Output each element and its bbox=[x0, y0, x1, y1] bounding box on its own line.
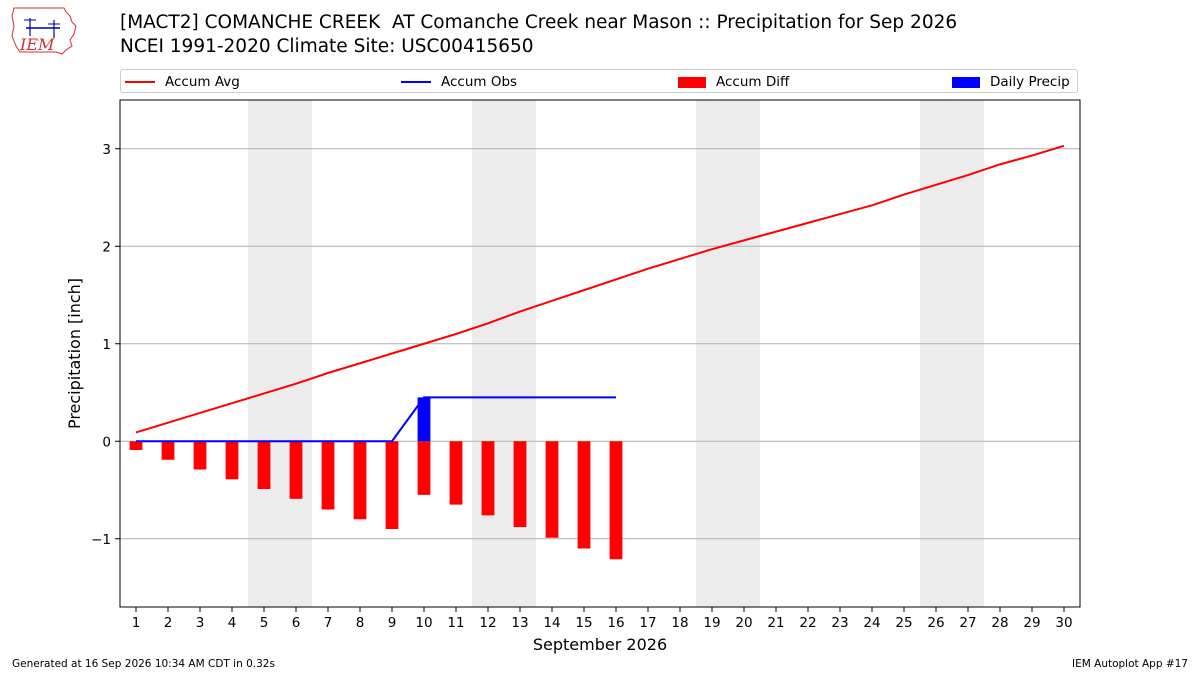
generated-timestamp: Generated at 16 Sep 2026 10:34 AM CDT in… bbox=[12, 658, 275, 670]
legend-label-accum-diff: Accum Diff bbox=[716, 74, 790, 90]
accum-diff-bar bbox=[385, 441, 399, 529]
x-tick-label: 17 bbox=[639, 615, 656, 631]
legend-label-daily-precip: Daily Precip bbox=[990, 74, 1070, 90]
x-tick-label: 13 bbox=[511, 615, 528, 631]
weekend-shade-2 bbox=[472, 100, 536, 607]
weekend-shade-3 bbox=[696, 100, 760, 607]
x-tick-label: 4 bbox=[228, 615, 237, 631]
x-tick-label: 5 bbox=[260, 615, 269, 631]
accum-diff-bar bbox=[193, 441, 207, 470]
x-tick-label: 30 bbox=[1055, 615, 1072, 631]
accum-diff-bar bbox=[161, 441, 175, 460]
x-tick-label: 20 bbox=[735, 615, 752, 631]
x-tick-label: 11 bbox=[447, 615, 464, 631]
legend-swatch-accum-diff bbox=[678, 76, 706, 88]
accum-avg-line bbox=[135, 144, 1065, 434]
x-tick-label: 2 bbox=[164, 615, 173, 631]
x-tick-label: 24 bbox=[863, 615, 880, 631]
x-tick-label: 3 bbox=[196, 615, 205, 631]
x-tick-label: 8 bbox=[356, 615, 365, 631]
legend-swatch-accum-obs bbox=[401, 81, 431, 83]
x-tick-label: 15 bbox=[575, 615, 592, 631]
x-tick-label: 19 bbox=[703, 615, 720, 631]
x-axis-label: September 2026 bbox=[533, 635, 667, 654]
x-tick-label: 1 bbox=[132, 615, 141, 631]
x-tick-label: 22 bbox=[799, 615, 816, 631]
accum-diff-bar bbox=[353, 441, 367, 520]
x-tick-label: 7 bbox=[324, 615, 333, 631]
legend-item-accum-obs: Accum Obs bbox=[401, 73, 517, 91]
x-tick-label: 29 bbox=[1023, 615, 1040, 631]
accum-diff-bar bbox=[289, 441, 303, 499]
accum-diff-bar bbox=[321, 441, 335, 510]
autoplot-app-label: IEM Autoplot App #17 bbox=[1072, 658, 1188, 670]
weekend-shade-1 bbox=[248, 100, 312, 607]
legend-swatch-daily-precip bbox=[952, 76, 980, 88]
accum-diff-bar bbox=[513, 441, 527, 528]
plot-frame bbox=[119, 99, 1081, 608]
accum-diff-bar bbox=[481, 441, 495, 516]
x-tick-label: 27 bbox=[959, 615, 976, 631]
x-tick-label: 16 bbox=[607, 615, 624, 631]
x-tick-label: 12 bbox=[479, 615, 496, 631]
x-tick-label: 14 bbox=[543, 615, 560, 631]
daily-precip-bar bbox=[417, 397, 431, 442]
accum-diff-bar bbox=[609, 441, 623, 560]
y-tick-label: −1 bbox=[91, 532, 111, 548]
legend-label-accum-avg: Accum Avg bbox=[165, 74, 240, 90]
weekend-shade-4 bbox=[920, 100, 984, 607]
x-tick-label: 28 bbox=[991, 615, 1008, 631]
chart-subtitle: NCEI 1991-2020 Climate Site: USC00415650 bbox=[120, 36, 534, 57]
accum-diff-bar bbox=[257, 441, 271, 490]
legend-label-accum-obs: Accum Obs bbox=[441, 74, 518, 90]
iem-logo-text: IEM bbox=[19, 35, 55, 54]
x-tick-label: 21 bbox=[767, 615, 784, 631]
accum-diff-bar bbox=[577, 441, 591, 549]
legend: Accum Avg Accum Obs Accum Diff Daily Pre… bbox=[120, 69, 1078, 93]
y-axis-label: Precipitation [inch] bbox=[65, 278, 84, 429]
x-tick-label: 10 bbox=[415, 615, 432, 631]
x-tick-label: 9 bbox=[388, 615, 397, 631]
chart-title: [MACT2] COMANCHE CREEK AT Comanche Creek… bbox=[120, 12, 958, 33]
x-tick-label: 23 bbox=[831, 615, 848, 631]
accum-diff-bar bbox=[225, 441, 239, 480]
x-tick-label: 26 bbox=[927, 615, 944, 631]
y-tick-label: 0 bbox=[102, 434, 111, 450]
legend-swatch-accum-avg bbox=[125, 81, 155, 83]
accum-diff-bar bbox=[449, 441, 463, 505]
y-tick-label: 3 bbox=[102, 142, 111, 158]
x-tick-label: 25 bbox=[895, 615, 912, 631]
legend-item-accum-diff: Accum Diff bbox=[678, 73, 789, 91]
y-tick-label: 2 bbox=[102, 239, 111, 255]
accum-diff-bar bbox=[129, 441, 143, 451]
x-tick-label: 18 bbox=[671, 615, 688, 631]
accum-diff-bar bbox=[417, 441, 431, 495]
iem-logo: IEM bbox=[11, 7, 77, 55]
legend-item-accum-avg: Accum Avg bbox=[125, 73, 240, 91]
y-tick-label: 1 bbox=[102, 337, 111, 353]
accum-obs-line bbox=[136, 396, 616, 443]
legend-item-daily-precip: Daily Precip bbox=[952, 73, 1070, 91]
x-tick-label: 6 bbox=[292, 615, 301, 631]
accum-diff-bar bbox=[545, 441, 559, 538]
